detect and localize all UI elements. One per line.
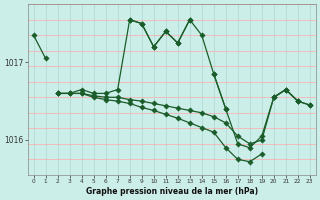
X-axis label: Graphe pression niveau de la mer (hPa): Graphe pression niveau de la mer (hPa) [86, 187, 258, 196]
